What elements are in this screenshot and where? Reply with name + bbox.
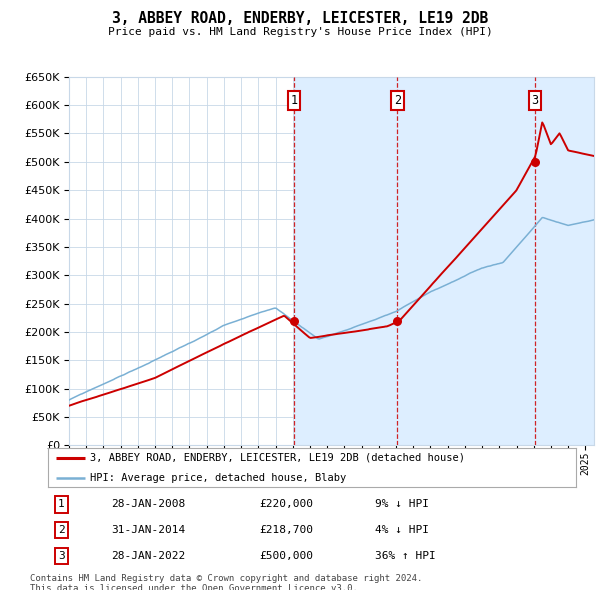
Text: 2: 2 [394,94,401,107]
Text: 36% ↑ HPI: 36% ↑ HPI [376,551,436,561]
Text: Price paid vs. HM Land Registry's House Price Index (HPI): Price paid vs. HM Land Registry's House … [107,27,493,37]
Text: Contains HM Land Registry data © Crown copyright and database right 2024.: Contains HM Land Registry data © Crown c… [30,574,422,583]
Text: 3, ABBEY ROAD, ENDERBY, LEICESTER, LE19 2DB (detached house): 3, ABBEY ROAD, ENDERBY, LEICESTER, LE19 … [90,453,465,463]
Text: 1: 1 [58,500,65,510]
Text: 3, ABBEY ROAD, ENDERBY, LEICESTER, LE19 2DB: 3, ABBEY ROAD, ENDERBY, LEICESTER, LE19 … [112,11,488,25]
Text: £220,000: £220,000 [259,500,313,510]
Bar [294,77,397,445]
Text: 1: 1 [290,94,298,107]
Text: 2: 2 [58,525,65,535]
Text: 28-JAN-2008: 28-JAN-2008 [112,500,185,510]
Text: 3: 3 [58,551,65,561]
Text: 28-JAN-2022: 28-JAN-2022 [112,551,185,561]
Text: £500,000: £500,000 [259,551,313,561]
Bar [397,77,535,445]
Text: This data is licensed under the Open Government Licence v3.0.: This data is licensed under the Open Gov… [30,584,358,590]
Text: 4% ↓ HPI: 4% ↓ HPI [376,525,430,535]
Text: 3: 3 [532,94,539,107]
Text: 9% ↓ HPI: 9% ↓ HPI [376,500,430,510]
Bar [535,77,594,445]
Text: 31-JAN-2014: 31-JAN-2014 [112,525,185,535]
Text: HPI: Average price, detached house, Blaby: HPI: Average price, detached house, Blab… [90,473,346,483]
Text: £218,700: £218,700 [259,525,313,535]
